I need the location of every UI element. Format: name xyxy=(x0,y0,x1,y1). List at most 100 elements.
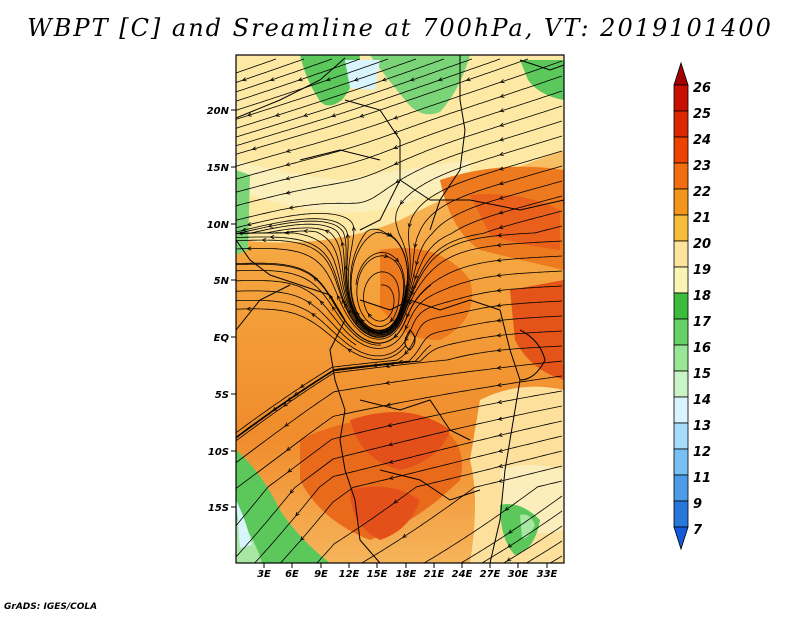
colorbar-label: 17 xyxy=(693,315,712,330)
streamline-arrow xyxy=(353,77,359,82)
streamline xyxy=(236,58,501,147)
streamline xyxy=(236,180,563,336)
streamline xyxy=(236,345,563,442)
streamline-arrow xyxy=(325,77,331,82)
streamline-arrow xyxy=(340,241,345,247)
colorbar-label: 7 xyxy=(693,523,703,538)
streamline-arrow xyxy=(389,361,395,366)
streamline xyxy=(236,58,305,83)
streamline-arrow xyxy=(284,230,290,235)
streamline-arrow xyxy=(499,108,505,113)
streamline-arrow xyxy=(404,337,409,342)
streamline-arrow xyxy=(388,475,394,480)
colorbar-segment xyxy=(673,84,689,112)
streamline xyxy=(236,90,563,193)
lon-label: 24E xyxy=(452,569,473,580)
streamline-arrow xyxy=(498,448,503,453)
streamline xyxy=(236,210,563,338)
lon-label: 9E xyxy=(314,569,328,580)
streamline-arrow xyxy=(324,229,330,234)
streamline-arrow xyxy=(269,235,275,240)
streamline-arrow xyxy=(498,210,504,215)
streamline-arrow xyxy=(351,226,357,231)
colorbar-segment xyxy=(673,136,689,164)
streamline-arrow xyxy=(498,151,504,156)
streamline-arrow xyxy=(402,533,407,538)
streamline xyxy=(236,225,563,338)
lat-label: 20N xyxy=(207,106,230,117)
streamline-arrow xyxy=(307,301,312,306)
streamline-arrow xyxy=(496,242,502,248)
streamline-arrow xyxy=(497,233,502,238)
streamline-arrow xyxy=(496,273,502,278)
colorbar-segment xyxy=(673,474,689,502)
streamline-arrow xyxy=(303,113,308,117)
colorbar-segment xyxy=(673,214,689,242)
streamline-arrow xyxy=(393,161,399,165)
streamline xyxy=(316,450,563,563)
streamline-arrow xyxy=(507,543,512,548)
colorbar-label: 22 xyxy=(693,185,711,200)
streamline xyxy=(236,195,563,337)
colorbar-label: 15 xyxy=(693,367,711,382)
streamline xyxy=(549,555,563,563)
lon-label: 18E xyxy=(396,569,417,580)
streamline-arrow xyxy=(345,233,351,239)
streamline-arrow xyxy=(496,288,502,293)
lat-label: 10N xyxy=(207,220,230,231)
colorbar-label: 24 xyxy=(693,133,711,148)
colorbar-label: 13 xyxy=(693,419,711,434)
streamline-arrow xyxy=(288,205,294,210)
streamline-arrow xyxy=(393,115,399,120)
streamline-arrow xyxy=(394,257,399,263)
streamline-arrow xyxy=(246,306,251,311)
streamline-arrow xyxy=(413,243,418,249)
colorbar-segment xyxy=(673,188,689,216)
streamline-arrow xyxy=(341,298,346,304)
colorbar-bottom-arrow xyxy=(673,526,689,551)
streamline-arrow xyxy=(496,303,502,308)
streamline-arrow xyxy=(331,305,337,311)
map-frame xyxy=(235,54,565,564)
lon-label: 15E xyxy=(367,569,388,580)
lat-label: 5S xyxy=(215,390,229,401)
streamline-arrow xyxy=(367,313,372,318)
lon-label: 6E xyxy=(285,569,299,580)
colorbar-label: 16 xyxy=(693,341,711,356)
streamline-arrow xyxy=(404,350,409,355)
streamline-arrow xyxy=(465,77,471,82)
streamline-arrow xyxy=(393,130,398,134)
colorbar-segment xyxy=(673,500,689,528)
streamline-arrow xyxy=(498,181,504,186)
streamline-arrow xyxy=(393,145,399,150)
streamline-arrow xyxy=(409,77,415,82)
streamline-arrow xyxy=(496,382,502,388)
streamline-arrow xyxy=(499,93,505,98)
lat-label: 15N xyxy=(207,163,230,174)
streamline xyxy=(236,285,563,357)
colorbar-segment xyxy=(673,448,689,476)
streamline-arrow xyxy=(246,246,252,251)
streamline xyxy=(236,263,432,344)
lon-label: 27E xyxy=(480,569,501,580)
streamline-arrow xyxy=(408,300,413,306)
streamline xyxy=(460,495,563,563)
colorbar-label: 25 xyxy=(693,107,711,122)
streamline-arrow xyxy=(285,148,291,153)
colorbar-label: 26 xyxy=(693,81,711,96)
streamline xyxy=(236,308,407,360)
streamline-arrow xyxy=(506,557,512,562)
streamline-arrow xyxy=(246,222,252,227)
streamline xyxy=(236,58,445,129)
streamline-arrow xyxy=(497,399,503,405)
streamline-arrow xyxy=(251,146,257,151)
streamline-arrow xyxy=(387,423,392,428)
streamline-arrow xyxy=(337,294,341,300)
colorbar-segment xyxy=(673,110,689,138)
streamline xyxy=(236,105,563,207)
country-borders xyxy=(236,55,564,563)
streamline-arrow xyxy=(414,274,419,280)
streamline-arrow xyxy=(395,178,401,184)
lon-label: 3E xyxy=(257,569,271,580)
streamline xyxy=(236,300,563,434)
